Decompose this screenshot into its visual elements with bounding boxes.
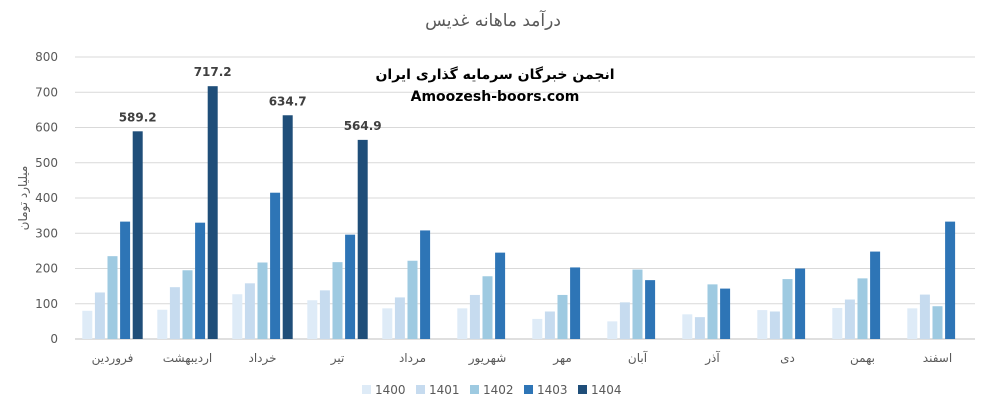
x-category-label: فروردین — [92, 351, 134, 366]
bar-1403-3 — [270, 192, 281, 339]
bar-1404-2 — [207, 86, 218, 339]
bar-1403-2 — [195, 222, 206, 339]
x-category-label: خرداد — [248, 351, 276, 366]
bar-1400-3 — [232, 294, 243, 339]
data-label: 589.2 — [119, 110, 157, 124]
legend-label-1401: 1401 — [429, 383, 460, 397]
x-category-label: اردیبهشت — [163, 351, 212, 366]
bar-1404-3 — [282, 115, 293, 339]
legend-swatch-1400 — [362, 385, 371, 394]
data-label: 564.9 — [344, 119, 382, 133]
x-category-label: دی — [780, 351, 795, 365]
data-label: 634.7 — [269, 94, 307, 108]
y-tick-label: 500 — [35, 156, 58, 170]
bar-1403-12 — [945, 221, 956, 339]
y-axis-label: میلیارد تومان — [16, 166, 31, 231]
gridlines — [75, 56, 975, 340]
bar-1401-9 — [694, 317, 705, 339]
legend-swatch-1402 — [470, 385, 479, 394]
legend-label-1404: 1404 — [591, 383, 622, 397]
bar-1401-12 — [919, 294, 930, 339]
bar-1400-1 — [82, 310, 93, 339]
bar-1402-3 — [257, 262, 268, 339]
bar-1403-5 — [420, 230, 431, 339]
legend-label-1400: 1400 — [375, 383, 406, 397]
bar-1400-7 — [532, 318, 543, 339]
bar-1400-10 — [757, 310, 768, 339]
bar-1402-5 — [407, 260, 418, 339]
y-tick-label: 700 — [35, 85, 58, 99]
bar-1403-7 — [570, 267, 581, 339]
bar-1402-1 — [107, 256, 118, 339]
chart-title: درآمد ماهانه غدیس — [425, 9, 561, 31]
bar-1402-11 — [857, 278, 868, 339]
legend-swatch-1401 — [416, 385, 425, 394]
bar-1403-6 — [495, 252, 506, 339]
bar-1401-11 — [844, 299, 855, 339]
bar-1401-5 — [394, 297, 405, 339]
bar-1400-9 — [682, 314, 693, 339]
bar-1401-10 — [769, 311, 780, 339]
bar-1403-9 — [720, 288, 731, 339]
bar-1402-2 — [182, 270, 193, 339]
bar-1402-12 — [932, 306, 943, 339]
y-tick-label: 0 — [50, 332, 58, 346]
x-category-label: تیر — [330, 351, 345, 366]
x-category-label: شهریور — [468, 351, 507, 366]
bar-1401-3 — [244, 283, 255, 339]
watermark-title: انجمن خبرگان سرمایه گذاری ایران — [375, 66, 614, 83]
legend-label-1403: 1403 — [537, 383, 568, 397]
bar-1401-4 — [319, 290, 330, 339]
x-category-label: اسفند — [923, 351, 952, 365]
bar-1401-6 — [469, 294, 480, 339]
bar-1401-8 — [619, 302, 630, 339]
bar-1403-8 — [645, 280, 656, 339]
y-tick-label: 100 — [35, 297, 58, 311]
bar-1403-11 — [870, 251, 881, 339]
y-tick-label: 800 — [35, 50, 58, 64]
legend: 1400 1401 1402 1403 1404 — [362, 383, 622, 397]
y-tick-label: 200 — [35, 262, 58, 276]
bar-1400-2 — [157, 309, 168, 339]
y-tick-label: 600 — [35, 121, 58, 135]
y-axis-ticks: 0 100 200 300 400 500 600 700 800 — [35, 50, 58, 346]
bar-1404-1 — [132, 131, 143, 339]
bar-1402-4 — [332, 262, 343, 339]
x-category-label: آبان — [628, 350, 648, 365]
bar-1402-10 — [782, 279, 793, 339]
x-category-label: مهر — [552, 351, 572, 366]
legend-label-1402: 1402 — [483, 383, 514, 397]
bar-1403-4 — [345, 234, 356, 339]
bar-1401-1 — [94, 292, 105, 339]
x-category-label: بهمن — [850, 351, 875, 366]
bar-1401-2 — [169, 287, 180, 339]
legend-swatch-1403 — [524, 385, 533, 394]
legend-swatch-1404 — [578, 385, 587, 394]
bar-1400-6 — [457, 308, 468, 339]
y-tick-label: 300 — [35, 226, 58, 240]
x-category-label: آذر — [704, 350, 720, 366]
watermark-url: Amoozesh-boors.com — [411, 89, 580, 105]
x-category-label: مرداد — [399, 351, 426, 366]
bar-1400-12 — [907, 308, 918, 339]
data-labels: 589.2 717.2 634.7 564.9 — [119, 65, 382, 133]
bar-1402-6 — [482, 276, 493, 339]
category-labels: فروردین اردیبهشت خرداد تیر مرداد شهریور مهر آبا… — [92, 350, 953, 366]
bars — [82, 86, 956, 339]
bar-1400-8 — [607, 321, 618, 339]
bar-1402-9 — [707, 284, 718, 339]
y-tick-label: 400 — [35, 191, 58, 205]
bar-1403-10 — [795, 268, 806, 339]
bar-1403-1 — [120, 221, 131, 339]
data-label: 717.2 — [194, 65, 232, 79]
bar-1401-7 — [544, 311, 555, 339]
bar-1400-11 — [832, 307, 843, 339]
bar-1400-4 — [307, 300, 318, 339]
bar-1404-4 — [357, 139, 368, 339]
bar-1402-7 — [557, 294, 568, 339]
bar-1400-5 — [382, 308, 393, 339]
bar-1402-8 — [632, 269, 643, 339]
